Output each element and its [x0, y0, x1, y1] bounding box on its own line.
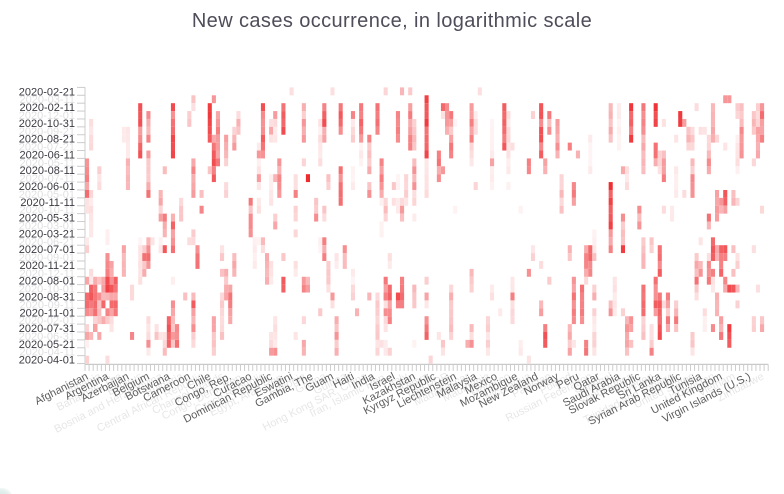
svg-text:2020-10-31: 2020-10-31 — [19, 118, 75, 130]
svg-text:2020-08-11: 2020-08-11 — [20, 165, 75, 177]
svg-text:2020-03-21: 2020-03-21 — [19, 228, 75, 240]
svg-text:2020-05-11: 2020-05-11 — [20, 157, 75, 169]
svg-text:2020-02-11: 2020-02-11 — [20, 102, 75, 114]
svg-text:2020-02-21: 2020-02-21 — [19, 86, 75, 98]
svg-text:2020-06-01: 2020-06-01 — [19, 181, 75, 193]
svg-text:2020-11-11: 2020-11-11 — [20, 197, 75, 209]
svg-text:2020-09-01: 2020-09-01 — [19, 252, 75, 264]
svg-text:2020-10-01: 2020-10-01 — [19, 284, 75, 296]
svg-text:2020-06-11: 2020-06-11 — [20, 149, 75, 161]
svg-text:2020-05-31: 2020-05-31 — [19, 213, 75, 225]
svg-text:2020-08-01: 2020-08-01 — [19, 276, 75, 288]
svg-text:2020-09-21: 2020-09-21 — [19, 126, 75, 138]
svg-text:2020-05-01: 2020-05-01 — [19, 189, 75, 201]
svg-text:2020-09-11: 2020-09-11 — [20, 299, 75, 311]
svg-text:2020-07-31: 2020-07-31 — [19, 323, 75, 335]
svg-text:2020-03-01: 2020-03-01 — [19, 220, 75, 232]
svg-text:2020-06-21: 2020-06-21 — [19, 236, 75, 248]
svg-text:2020-10-11: 2020-10-11 — [20, 205, 75, 217]
svg-text:2020-04-11: 2020-04-11 — [20, 347, 75, 359]
svg-text:2020-03-11: 2020-03-11 — [20, 94, 75, 106]
svg-text:2020-05-21: 2020-05-21 — [19, 339, 75, 351]
svg-text:2020-04-01: 2020-04-01 — [19, 355, 75, 367]
svg-text:2020-07-11: 2020-07-11 — [20, 173, 75, 185]
svg-text:2020-12-01: 2020-12-01 — [19, 110, 75, 122]
svg-text:2020-07-21: 2020-07-21 — [19, 142, 75, 154]
svg-text:2020-08-31: 2020-08-31 — [19, 291, 75, 303]
svg-text:2020-08-21: 2020-08-21 — [19, 134, 75, 146]
svg-text:2020-02-01: 2020-02-01 — [19, 315, 75, 327]
svg-text:2020-11-21: 2020-11-21 — [20, 260, 75, 272]
svg-text:2020-06-31: 2020-06-31 — [19, 331, 75, 343]
svg-text:2020-07-01: 2020-07-01 — [19, 244, 75, 256]
svg-text:2020-11-01: 2020-11-01 — [20, 307, 75, 319]
svg-text:2020-12-11: 2020-12-11 — [20, 268, 75, 280]
